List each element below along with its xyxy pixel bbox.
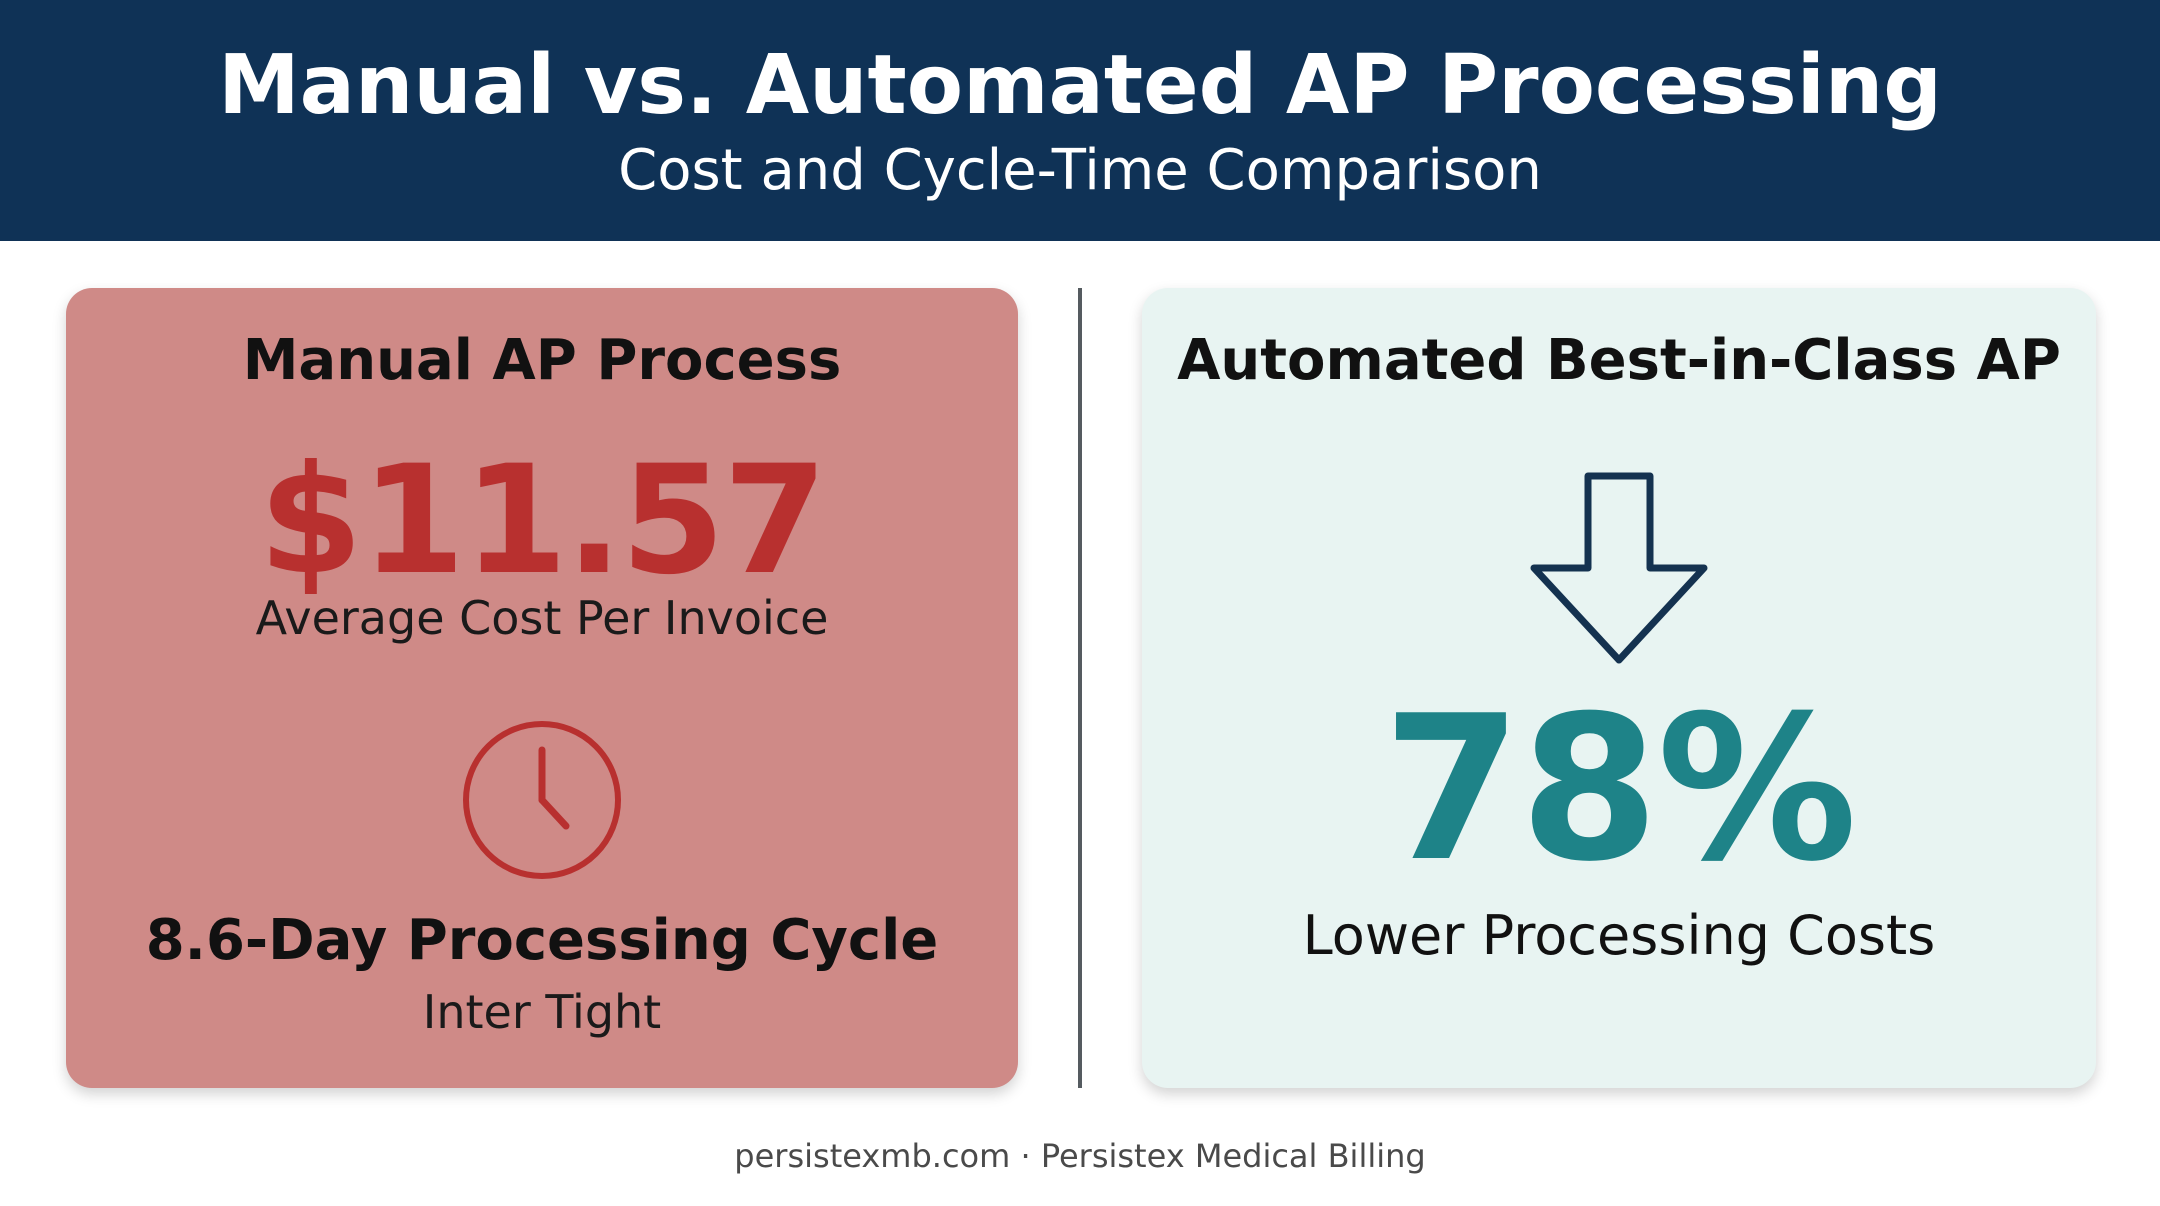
processing-cycle-heading: 8.6-Day Processing Cycle (145, 908, 939, 973)
page-title: Manual vs. Automated AP Processing (218, 38, 1942, 133)
arrow-down-icon (1530, 472, 1708, 664)
manual-card-heading: Manual AP Process (242, 328, 842, 393)
footer-credit: persistexmb.com · Persistex Medical Bill… (734, 1137, 1426, 1175)
cost-reduction-label: Lower Processing Costs (1302, 904, 1936, 967)
processing-cycle-subtext: Inter Tight (422, 985, 662, 1039)
page-subtitle: Cost and Cycle-Time Comparison (618, 138, 1542, 203)
manual-cost-label: Average Cost Per Invoice (255, 591, 829, 645)
clock-icon (463, 721, 621, 879)
automated-ap-card: Automated Best-in-Class AP 78% Lower Pro… (1142, 288, 2096, 1088)
manual-cost-value: $11.57 (258, 434, 828, 608)
header-banner: Manual vs. Automated AP Processing Cost … (0, 0, 2160, 241)
manual-ap-card: Manual AP Process $11.57 Average Cost Pe… (66, 288, 1018, 1088)
automated-card-heading: Automated Best-in-Class AP (1177, 328, 2061, 393)
cost-reduction-value: 78% (1382, 673, 1858, 906)
center-divider (1078, 288, 1082, 1088)
